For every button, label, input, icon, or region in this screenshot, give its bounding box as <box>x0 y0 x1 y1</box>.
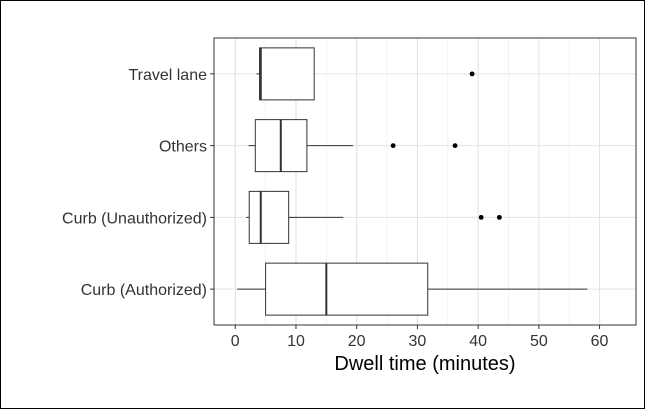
y-tick-label: Curb (Authorized) <box>81 282 207 299</box>
x-tick-label: 0 <box>231 333 240 350</box>
box-iqr <box>265 262 429 316</box>
x-tick-label: 10 <box>287 333 305 350</box>
boxes <box>237 47 588 316</box>
box-iqr <box>259 47 315 101</box>
y-axis: Travel lane Others Curb (Unauthorized) Curb… <box>62 67 214 299</box>
box-group <box>246 190 502 244</box>
x-axis: 0 10 20 30 40 50 60 <box>231 325 609 350</box>
x-tick-label: 20 <box>348 333 366 350</box>
box-group <box>248 119 458 173</box>
y-tick-label: Travel lane <box>128 67 207 84</box>
x-tick-label: 50 <box>530 333 548 350</box>
x-tick-label: 60 <box>591 333 609 350</box>
outlier-point <box>496 214 502 220</box>
box-iqr <box>248 190 290 244</box>
outlier-point <box>478 214 484 220</box>
outlier-point <box>390 143 396 149</box>
box-group <box>256 47 475 101</box>
x-axis-title: Dwell time (minutes) <box>334 353 515 375</box>
outlier-point <box>452 143 458 149</box>
outlier-point <box>469 71 475 77</box>
box-group <box>237 262 588 316</box>
plot-panel-border <box>213 37 637 326</box>
x-tick-label: 40 <box>469 333 487 350</box>
y-tick-label: Curb (Unauthorized) <box>62 210 207 227</box>
y-tick-label: Others <box>159 139 207 156</box>
x-tick-label: 30 <box>409 333 427 350</box>
